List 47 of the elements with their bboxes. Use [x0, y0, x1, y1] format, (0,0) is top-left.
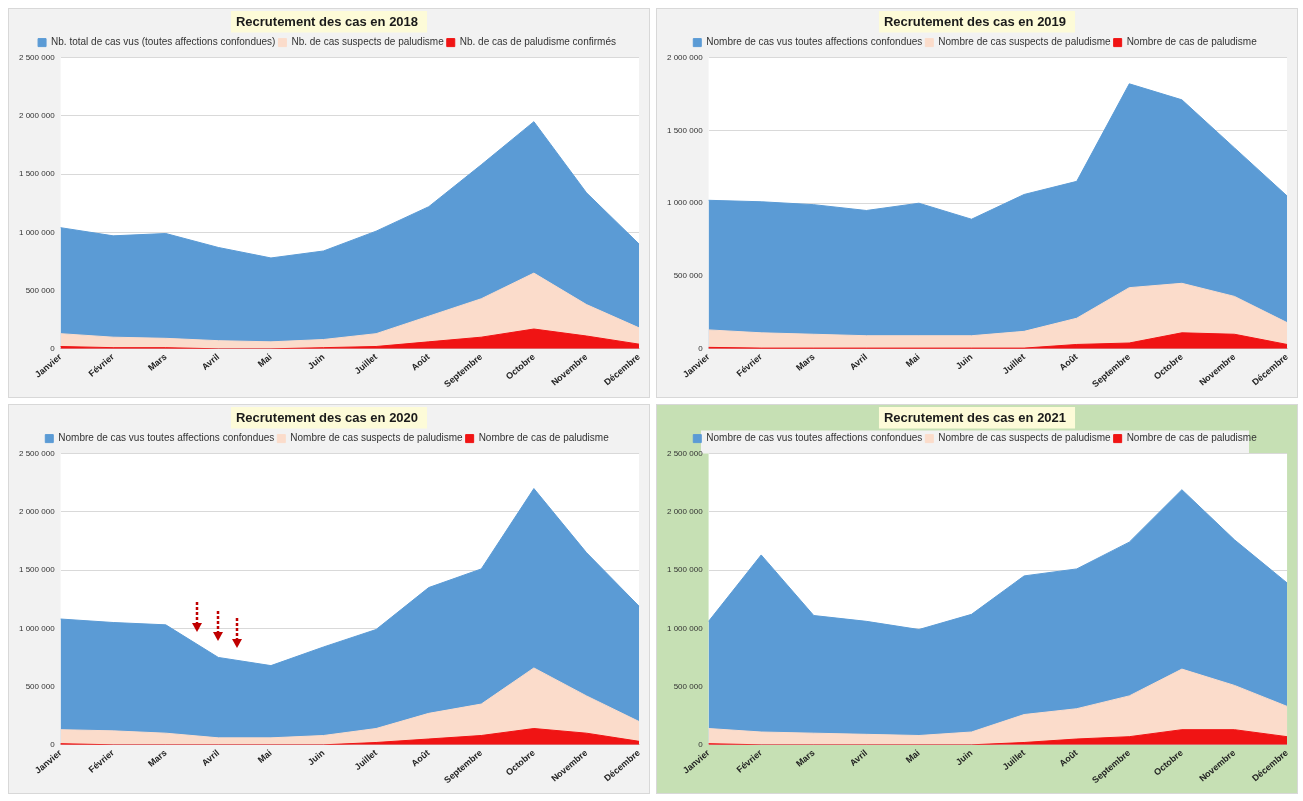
- y-tick-label: 1 000 000: [667, 198, 704, 208]
- x-tick-label: Juin: [953, 747, 975, 768]
- y-tick-label: 1 500 000: [667, 125, 704, 135]
- y-tick-label: 1 500 000: [667, 565, 704, 575]
- y-tick-label: 0: [698, 344, 704, 354]
- legend-label: Nombre de cas vus toutes affections confondues: [706, 36, 923, 48]
- x-tick-label: Juin: [953, 351, 975, 372]
- y-tick-label: 500 000: [25, 681, 56, 691]
- x-tick-label: Mai: [903, 747, 922, 766]
- y-tick-label: 1 500 000: [19, 565, 56, 575]
- x-tick-label: Mai: [255, 351, 274, 370]
- y-tick-label: 0: [50, 740, 56, 750]
- y-tick-label: 1 000 000: [19, 623, 56, 633]
- y-tick-label: 1 500 000: [19, 169, 56, 179]
- y-tick-label: 1 000 000: [667, 623, 704, 633]
- y-tick-label: 2 000 000: [19, 507, 56, 517]
- legend-label: Nombre de cas de paludisme: [1126, 432, 1258, 444]
- y-tick-label: 2 500 000: [19, 52, 56, 62]
- x-tick-label: Juin: [305, 747, 327, 768]
- y-tick-label: 2 500 000: [19, 448, 56, 458]
- legend-label: Nombre de cas suspects de paludisme: [938, 36, 1112, 48]
- y-tick-label: 0: [50, 344, 56, 354]
- chart-title: Recrutement des cas en 2021: [883, 410, 1067, 426]
- legend-label: Nombre de cas vus toutes affections confondues: [58, 432, 275, 444]
- y-tick-label: 2 000 000: [667, 507, 704, 517]
- y-tick-label: 0: [698, 740, 704, 750]
- legend-label: Nb. de cas suspects de paludisme: [291, 36, 445, 48]
- chart-title: Recrutement des cas en 2020: [235, 410, 419, 426]
- legend-label: Nombre de cas suspects de paludisme: [938, 432, 1112, 444]
- legend-label: Nb. total de cas vus (toutes affections confondues): [51, 36, 276, 48]
- legend-label: Nombre de cas suspects de paludisme: [290, 432, 464, 444]
- chart-title: Recrutement des cas en 2019: [883, 14, 1067, 30]
- y-tick-label: 2 500 000: [667, 448, 704, 458]
- x-tick-label: Mai: [903, 351, 922, 370]
- y-tick-label: 2 000 000: [19, 111, 56, 121]
- y-tick-label: 500 000: [673, 681, 704, 691]
- legend-label: Nombre de cas vus toutes affections confondues: [706, 432, 923, 444]
- y-tick-label: 500 000: [673, 271, 704, 281]
- y-tick-label: 1 000 000: [19, 227, 56, 237]
- legend-label: Nb. de cas de paludisme confirmés: [459, 36, 616, 48]
- x-tick-label: Juin: [305, 351, 327, 372]
- legend-label: Nombre de cas de paludisme: [1126, 36, 1258, 48]
- y-tick-label: 500 000: [25, 285, 56, 295]
- legend-label: Nombre de cas de paludisme: [478, 432, 610, 444]
- y-tick-label: 2 000 000: [667, 52, 704, 62]
- x-tick-label: Mai: [255, 747, 274, 766]
- chart-title: Recrutement des cas en 2018: [235, 14, 419, 30]
